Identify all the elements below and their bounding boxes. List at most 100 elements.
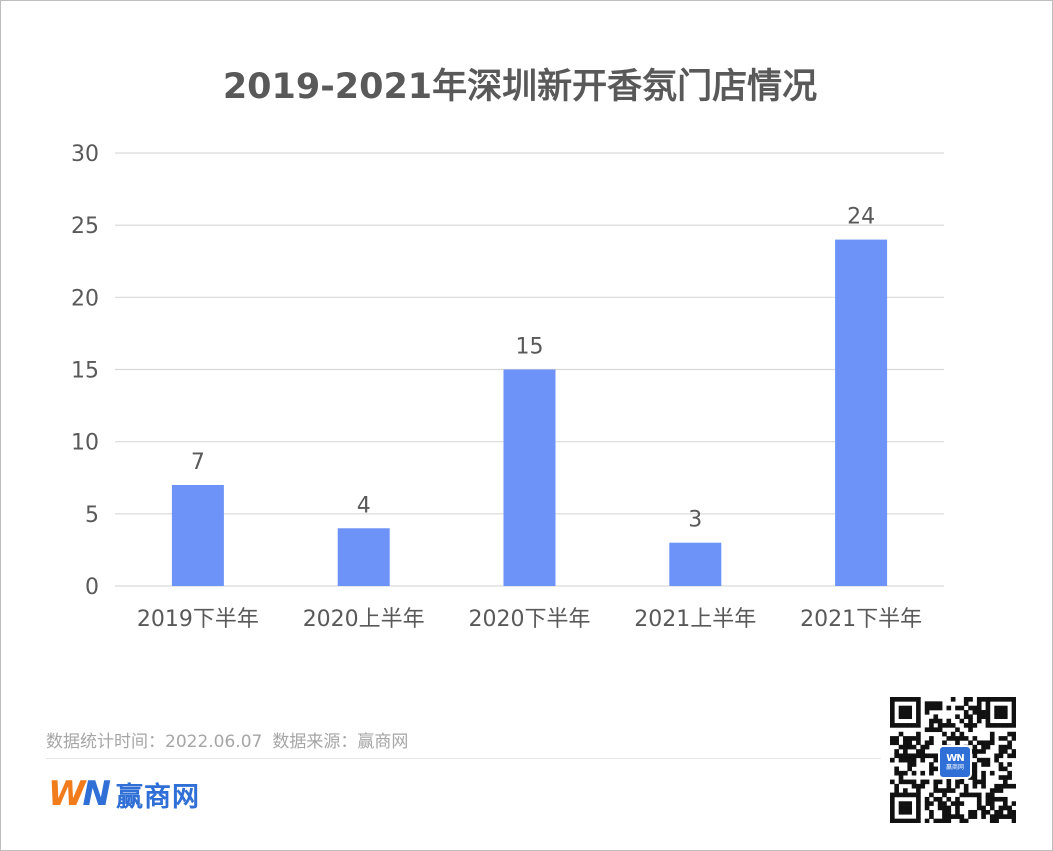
x-tick-label: 2019下半年 <box>137 607 259 632</box>
qr-finder-module <box>989 723 995 728</box>
qr-module <box>890 757 895 763</box>
qr-module <box>1002 796 1008 802</box>
qr-module <box>972 736 978 741</box>
qr-module <box>1002 736 1008 741</box>
y-tick-label: 25 <box>71 214 99 239</box>
qr-badge-name: 赢商网 <box>945 763 964 771</box>
qr-module <box>1011 731 1017 737</box>
qr-finder-module <box>890 701 895 706</box>
qr-module <box>968 697 973 702</box>
brand-logo-mark: W N <box>48 774 111 814</box>
qr-module <box>933 727 939 733</box>
qr-module <box>946 805 952 811</box>
qr-module <box>963 788 969 793</box>
qr-module <box>916 783 921 789</box>
qr-module <box>946 814 952 819</box>
qr-module <box>898 731 904 737</box>
qr-module <box>976 718 982 724</box>
qr-finder-module <box>994 723 999 728</box>
qr-module <box>981 783 986 789</box>
qr-module <box>963 710 969 715</box>
y-tick-label: 5 <box>85 503 99 528</box>
qr-finder-module <box>903 801 908 806</box>
qr-module <box>989 792 995 798</box>
qr-finder-module <box>903 818 908 824</box>
qr-finder-module <box>985 697 991 702</box>
qr-finder-module <box>916 796 921 802</box>
qr-module <box>985 796 991 802</box>
qr-module <box>946 788 952 793</box>
qr-module <box>933 818 939 824</box>
qr-module <box>894 753 899 759</box>
qr-finder-module <box>916 801 921 806</box>
qr-module <box>920 744 926 750</box>
qr-module <box>898 757 904 763</box>
qr-module <box>929 753 934 759</box>
logo-w-letter: W <box>48 774 85 814</box>
qr-module <box>950 814 956 819</box>
qr-finder-module <box>916 723 921 728</box>
qr-module <box>994 809 999 815</box>
qr-module <box>933 705 939 711</box>
qr-module <box>950 697 956 702</box>
qr-finder-module <box>907 705 913 711</box>
qr-module <box>998 775 1004 780</box>
qr-finder-module <box>1002 723 1008 728</box>
qr-module <box>924 779 930 785</box>
qr-module <box>989 818 995 824</box>
qr-module <box>929 736 934 741</box>
qr-module <box>890 779 895 785</box>
qr-module <box>894 783 899 789</box>
qr-module <box>920 749 926 754</box>
qr-module <box>903 770 908 776</box>
qr-module <box>950 723 956 728</box>
qr-module <box>1007 775 1012 780</box>
qr-finder-module <box>994 710 999 715</box>
qr-module <box>972 792 978 798</box>
qr-module <box>976 697 982 702</box>
qr-module <box>903 736 908 741</box>
qr-module <box>929 701 934 706</box>
qr-module <box>981 697 986 702</box>
qr-module <box>985 762 991 767</box>
qr-module <box>920 757 926 763</box>
qr-module <box>998 805 1004 811</box>
qr-finder-module <box>998 723 1004 728</box>
qr-finder-module <box>998 710 1004 715</box>
qr-module <box>903 749 908 754</box>
qr-module <box>972 762 978 767</box>
qr-module <box>998 783 1004 789</box>
qr-finder-module <box>898 723 904 728</box>
qr-module <box>933 779 939 785</box>
qr-finder-module <box>916 809 921 815</box>
qr-finder-module <box>890 697 895 702</box>
qr-finder-module <box>916 701 921 706</box>
qr-module <box>942 788 947 793</box>
qr-module <box>890 740 895 746</box>
qr-finder-module <box>898 705 904 711</box>
qr-finder-module <box>898 697 904 702</box>
data-label: 24 <box>847 205 875 230</box>
qr-module <box>933 757 939 763</box>
qr-module <box>998 788 1004 793</box>
qr-module <box>942 805 947 811</box>
qr-module <box>989 814 995 819</box>
qr-module <box>903 753 908 759</box>
qr-finder-module <box>890 705 895 711</box>
qr-module <box>950 788 956 793</box>
qr-module <box>924 801 930 806</box>
qr-module <box>1011 801 1017 806</box>
qr-module <box>920 753 926 759</box>
y-tick-label: 30 <box>71 142 99 167</box>
qr-module <box>907 762 913 767</box>
qr-module <box>981 714 986 720</box>
qr-module <box>937 718 943 724</box>
qr-module <box>929 740 934 746</box>
qr-module <box>1011 749 1017 754</box>
qr-module <box>1011 736 1017 741</box>
qr-module <box>950 736 956 741</box>
qr-module <box>907 753 913 759</box>
qr-finder-module <box>1011 710 1017 715</box>
qr-finder-module <box>916 718 921 724</box>
qr-module <box>1011 753 1017 759</box>
